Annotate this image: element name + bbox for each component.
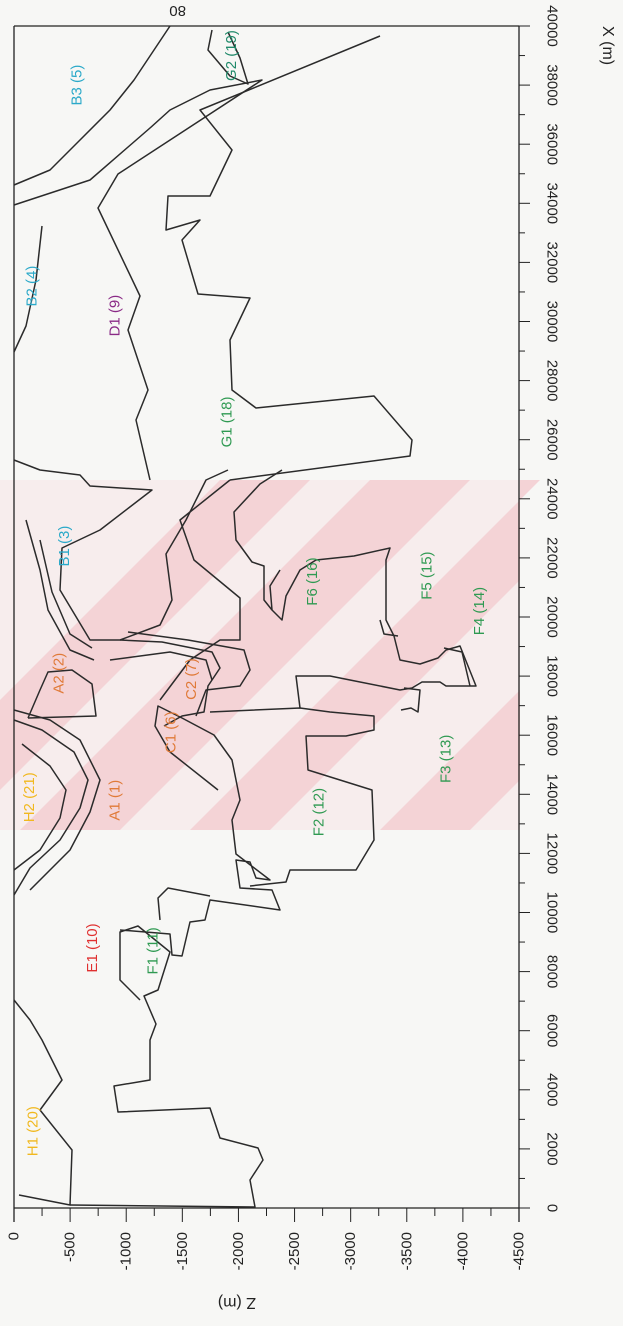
x-tick-label: 4000 bbox=[544, 1073, 561, 1106]
zone-label: G1 (18) bbox=[219, 397, 236, 448]
x-tick-label: 14000 bbox=[544, 773, 561, 815]
zone-label: B2 (4) bbox=[23, 266, 40, 307]
z-axis: 0 -500 -1000 -1500 -2000 -2500 -3000 -3500 -4000… bbox=[6, 1208, 528, 1270]
zone-label: H2 (21) bbox=[21, 772, 38, 822]
z-tick-label: -4500 bbox=[511, 1232, 528, 1270]
zone-label: E1 (10) bbox=[84, 923, 101, 972]
zone-label: F1 (11) bbox=[145, 927, 162, 974]
zone-label: B3 (5) bbox=[68, 65, 85, 106]
z-tick-label: -1500 bbox=[174, 1232, 191, 1270]
z-tick-label: -1000 bbox=[118, 1232, 135, 1270]
x-tick-label: 16000 bbox=[544, 714, 561, 756]
z-tick-label: -2000 bbox=[230, 1232, 247, 1270]
z-tick-label: -500 bbox=[62, 1232, 79, 1262]
zone-label: F3 (13) bbox=[438, 735, 455, 783]
zone-label: G2 (19) bbox=[223, 30, 240, 81]
zone-label: C2 (7) bbox=[183, 658, 200, 700]
z-tick-label: -3000 bbox=[342, 1232, 359, 1270]
zone-label: F5 (15) bbox=[418, 551, 435, 599]
zone-label: A2 (2) bbox=[50, 653, 67, 694]
x-tick-label: 32000 bbox=[544, 242, 561, 284]
zone-label: H1 (20) bbox=[25, 1106, 42, 1156]
x-tick-label: 34000 bbox=[544, 182, 561, 224]
zone-label: F2 (12) bbox=[311, 788, 328, 836]
zone-labels: A1 (1) A2 (2) B1 (3) B2 (4) B3 (5) C1 (6)C2 (… bbox=[21, 30, 488, 1156]
zone-label: B1 (3) bbox=[56, 526, 73, 567]
z-tick-label: -4000 bbox=[454, 1232, 471, 1270]
zone-label: F6 (16) bbox=[304, 557, 321, 605]
x-tick-label: 30000 bbox=[544, 301, 561, 343]
x-tick-label: 40000 bbox=[544, 5, 561, 47]
z-tick-label: -2500 bbox=[286, 1232, 303, 1270]
x-tick-label: 8000 bbox=[544, 955, 561, 988]
top-marker: 80 bbox=[169, 2, 186, 19]
x-tick-label: 38000 bbox=[544, 64, 561, 106]
x-tick-label: 2000 bbox=[544, 1132, 561, 1165]
x-tick-label: 10000 bbox=[544, 892, 561, 934]
z-axis-title: Z (m) bbox=[218, 1294, 256, 1311]
x-tick-label: 22000 bbox=[544, 537, 561, 579]
x-tick-label: 28000 bbox=[544, 360, 561, 402]
zone-label: C1 (6) bbox=[163, 711, 180, 753]
x-tick-label: 24000 bbox=[544, 478, 561, 520]
x-tick-label: 12000 bbox=[544, 833, 561, 875]
z-tick-label: -3500 bbox=[398, 1232, 415, 1270]
x-axis-title: X (m) bbox=[599, 26, 616, 65]
x-tick-label: 0 bbox=[544, 1204, 561, 1212]
z-tick-label: 0 bbox=[6, 1232, 23, 1240]
x-tick-label: 36000 bbox=[544, 123, 561, 165]
zone-label: F4 (14) bbox=[471, 587, 488, 635]
x-tick-label: 26000 bbox=[544, 419, 561, 461]
x-tick-label: 18000 bbox=[544, 655, 561, 697]
x-axis: 0 2000 4000 6000 8000 10000 12000 14000 16000 180… bbox=[519, 5, 561, 1212]
zone-label: D1 (9) bbox=[107, 295, 124, 337]
x-tick-label: 20000 bbox=[544, 596, 561, 638]
zone-boundaries bbox=[13, 25, 477, 1208]
zone-label: A1 (1) bbox=[107, 780, 124, 821]
x-tick-label: 6000 bbox=[544, 1014, 561, 1047]
